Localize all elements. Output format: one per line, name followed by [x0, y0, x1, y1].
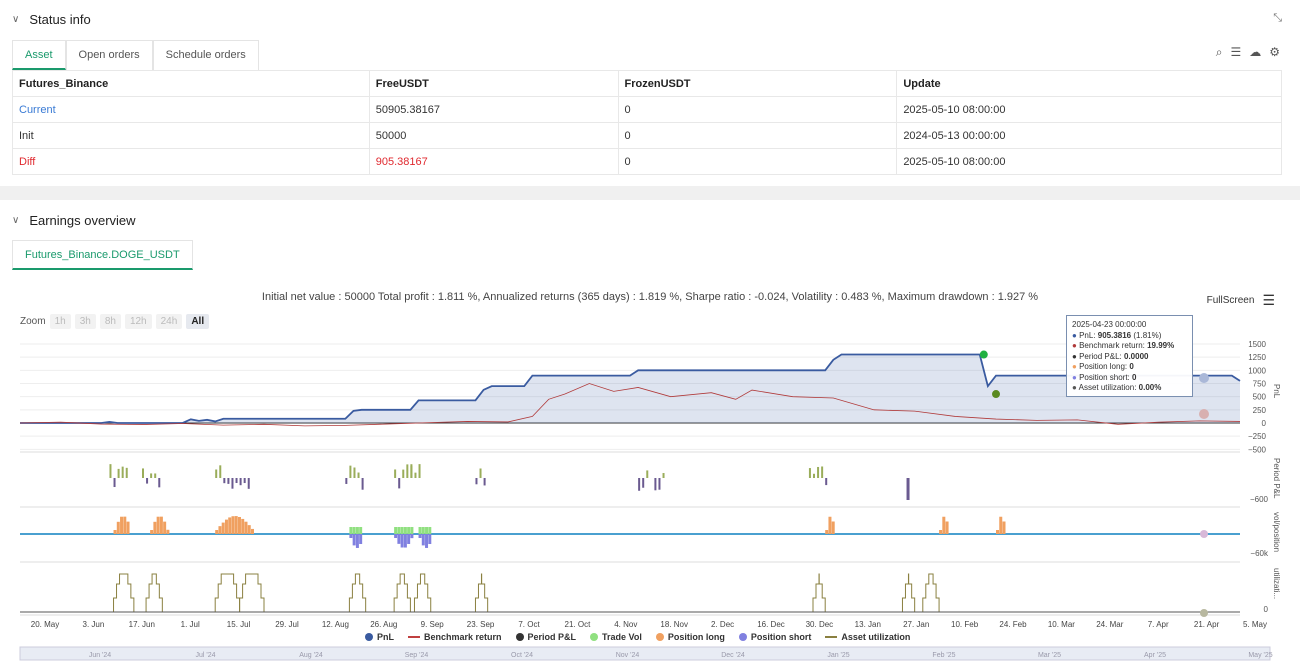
- tooltip-line: ● Position long: 0: [1072, 362, 1187, 373]
- table-cell: 2025-05-10 08:00:00: [897, 149, 1282, 175]
- table-row: Diff 905.38167 0 2025-05-10 08:00:00: [13, 149, 1282, 175]
- earnings-header[interactable]: ∨ Earnings overview: [12, 210, 136, 230]
- zoom-all[interactable]: All: [186, 314, 209, 329]
- zoom-12h[interactable]: 12h: [125, 314, 152, 329]
- legend-item[interactable]: Position long: [656, 632, 725, 642]
- legend-item[interactable]: PnL: [365, 632, 394, 642]
- chart-tooltip: 2025-04-23 00:00:00 ● PnL: 905.3816 (1.8…: [1066, 315, 1193, 397]
- status-header[interactable]: ∨ Status info: [12, 9, 91, 29]
- row-label-init: Init: [13, 123, 370, 149]
- table-cell: 50905.38167: [369, 97, 618, 123]
- tab-open-orders[interactable]: Open orders: [66, 40, 153, 70]
- earnings-panel: ∨ Earnings overview Futures_Binance.DOGE…: [0, 200, 1300, 664]
- cloud-download-icon[interactable]: ☁: [1249, 45, 1261, 60]
- asset-table: Futures_Binance FreeUSDT FrozenUSDT Upda…: [12, 70, 1282, 175]
- col-header: FrozenUSDT: [618, 71, 897, 97]
- table-header-row: Futures_Binance FreeUSDT FrozenUSDT Upda…: [13, 71, 1282, 97]
- search-icon[interactable]: ⌕: [1216, 45, 1223, 60]
- tab-asset[interactable]: Asset: [12, 40, 66, 70]
- table-cell: 0: [618, 149, 897, 175]
- table-cell: 50000: [369, 123, 618, 149]
- table-row: Current 50905.38167 0 2025-05-10 08:00:0…: [13, 97, 1282, 123]
- zoom-24h[interactable]: 24h: [156, 314, 183, 329]
- row-label-diff: Diff: [13, 149, 370, 175]
- expand-icon[interactable]: ⤡: [1273, 12, 1282, 25]
- earnings-title: Earnings overview: [29, 213, 135, 228]
- fullscreen-control: FullScreen ☰: [1207, 292, 1275, 309]
- tooltip-line: ● Benchmark return: 19.99%: [1072, 341, 1187, 352]
- col-header: Futures_Binance: [13, 71, 370, 97]
- status-tabs: Asset Open orders Schedule orders: [12, 40, 259, 70]
- table-toolbar: ⌕ ☰ ☁ ⚙: [1216, 45, 1280, 60]
- gear-icon[interactable]: ⚙: [1269, 45, 1280, 60]
- status-title: Status info: [29, 12, 90, 27]
- col-header: Update: [897, 71, 1282, 97]
- legend-item[interactable]: Trade Vol: [590, 632, 642, 642]
- tab-doge-usdt[interactable]: Futures_Binance.DOGE_USDT: [12, 240, 193, 270]
- table-row: Init 50000 0 2024-05-13 00:00:00: [13, 123, 1282, 149]
- legend-item[interactable]: Asset utilization: [825, 632, 910, 642]
- tooltip-line: ● Position short: 0: [1072, 373, 1187, 384]
- legend-item[interactable]: Benchmark return: [408, 632, 502, 642]
- zoom-8h[interactable]: 8h: [100, 314, 121, 329]
- tooltip-line: ● Period P&L: 0.0000: [1072, 352, 1187, 363]
- zoom-label: Zoom: [20, 316, 46, 327]
- chevron-down-icon[interactable]: ∨: [12, 215, 19, 226]
- chevron-down-icon[interactable]: ∨: [12, 14, 19, 25]
- table-cell: 0: [618, 97, 897, 123]
- menu-icon[interactable]: ☰: [1262, 292, 1275, 309]
- chart-legend: PnL Benchmark return Period P&L Trade Vol Po…: [365, 632, 910, 642]
- earnings-tabs: Futures_Binance.DOGE_USDT: [12, 240, 193, 270]
- tooltip-line: ● Asset utilization: 0.00%: [1072, 383, 1187, 394]
- table-cell: 905.38167: [369, 149, 618, 175]
- table-cell: 2025-05-10 08:00:00: [897, 97, 1282, 123]
- status-panel: ∨ Status info ⤡ Asset Open orders Schedu…: [0, 0, 1300, 186]
- legend-item[interactable]: Position short: [739, 632, 812, 642]
- table-cell: 2024-05-13 00:00:00: [897, 123, 1282, 149]
- tooltip-line: ● PnL: 905.3816 (1.81%): [1072, 331, 1187, 342]
- col-header: FreeUSDT: [369, 71, 618, 97]
- zoom-bar: Zoom 1h 3h 8h 12h 24h All: [20, 314, 209, 329]
- tab-schedule-orders[interactable]: Schedule orders: [153, 40, 259, 70]
- row-label-current[interactable]: Current: [13, 97, 370, 123]
- chart-summary: Initial net value : 50000 Total profit :…: [0, 291, 1300, 303]
- fullscreen-button[interactable]: FullScreen: [1207, 295, 1255, 306]
- legend-item[interactable]: Period P&L: [516, 632, 577, 642]
- zoom-3h[interactable]: 3h: [75, 314, 96, 329]
- zoom-1h[interactable]: 1h: [50, 314, 71, 329]
- list-icon[interactable]: ☰: [1230, 45, 1241, 60]
- table-cell: 0: [618, 123, 897, 149]
- tooltip-date: 2025-04-23 00:00:00: [1072, 320, 1187, 331]
